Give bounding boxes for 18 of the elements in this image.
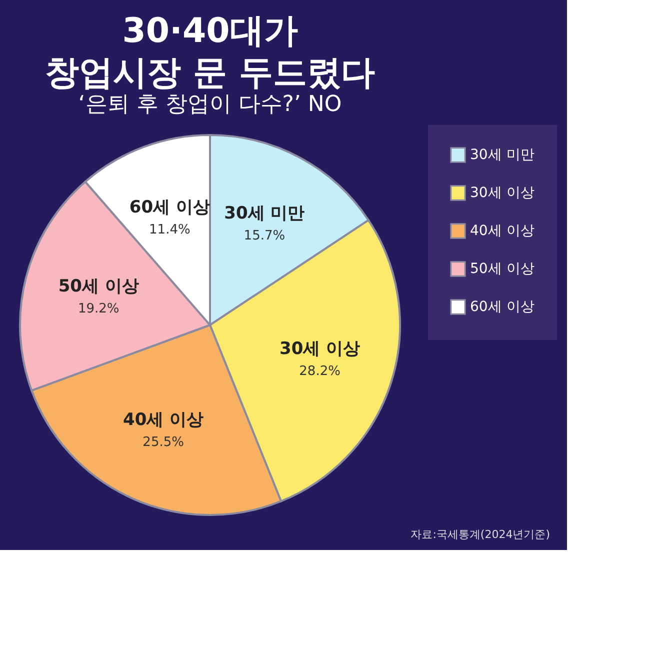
chart-subtitle: ‘은퇴 후 창업이 다수?’ NO xyxy=(78,92,342,117)
data-label: 19.2% xyxy=(78,301,120,316)
slice-label: 50세 이상 xyxy=(58,276,139,296)
data-label: 25.5% xyxy=(142,435,184,450)
legend-label: 30세 이상 xyxy=(470,185,534,201)
slice-label: 40세 이상 xyxy=(123,410,204,430)
slice-label: 30세 이상 xyxy=(280,339,360,360)
data-label: 28.2% xyxy=(299,364,340,380)
text: 자료:국세통계(2024년기준) xyxy=(410,528,550,541)
chart-title: 30·40대가 창업시장 문 두드렸다 xyxy=(45,11,375,93)
slice-label: 30세 미만 xyxy=(224,204,305,224)
legend-label: 60세 이상 xyxy=(470,299,534,315)
data-label: 11.4% xyxy=(149,222,190,238)
legend-label: 30세 미만 xyxy=(470,147,534,163)
data-label: 15.7% xyxy=(244,228,286,244)
slice-label: 60세 이상 xyxy=(129,197,210,218)
legend-label: 50세 이상 xyxy=(470,261,534,277)
legend-label: 40세 이상 xyxy=(470,223,534,239)
